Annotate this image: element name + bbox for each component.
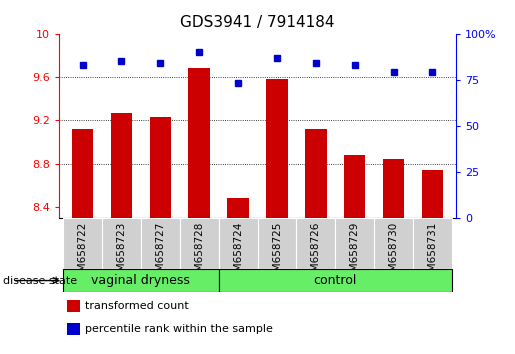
Text: disease state: disease state — [3, 276, 77, 286]
Text: GSM658725: GSM658725 — [272, 222, 282, 285]
Text: control: control — [314, 274, 357, 287]
Bar — [63, 218, 102, 269]
Text: GSM658724: GSM658724 — [233, 222, 243, 285]
Text: GSM658722: GSM658722 — [78, 222, 88, 285]
Bar — [102, 218, 141, 269]
Bar — [383, 159, 404, 218]
Bar — [219, 269, 452, 292]
Text: GSM658731: GSM658731 — [427, 222, 437, 285]
Bar — [63, 269, 219, 292]
Bar — [266, 79, 288, 218]
Text: GSM658723: GSM658723 — [116, 222, 126, 285]
Bar — [258, 218, 296, 269]
Bar — [335, 218, 374, 269]
Bar — [422, 170, 443, 218]
Bar — [72, 129, 93, 218]
Text: GSM658729: GSM658729 — [350, 222, 359, 285]
Bar — [150, 117, 171, 218]
Bar — [180, 218, 219, 269]
Title: GDS3941 / 7914184: GDS3941 / 7914184 — [180, 15, 335, 30]
Bar — [374, 218, 413, 269]
Bar — [219, 218, 258, 269]
Bar — [296, 218, 335, 269]
Bar — [227, 198, 249, 218]
Bar — [413, 218, 452, 269]
Bar — [344, 155, 365, 218]
Bar — [141, 218, 180, 269]
Bar — [305, 129, 327, 218]
Text: transformed count: transformed count — [85, 301, 188, 311]
Text: vaginal dryness: vaginal dryness — [92, 274, 191, 287]
Text: GSM658728: GSM658728 — [194, 222, 204, 285]
Text: GSM658726: GSM658726 — [311, 222, 321, 285]
Text: GSM658727: GSM658727 — [156, 222, 165, 285]
Bar — [188, 68, 210, 218]
Text: GSM658730: GSM658730 — [389, 222, 399, 285]
Text: percentile rank within the sample: percentile rank within the sample — [85, 324, 273, 334]
Bar — [111, 113, 132, 218]
